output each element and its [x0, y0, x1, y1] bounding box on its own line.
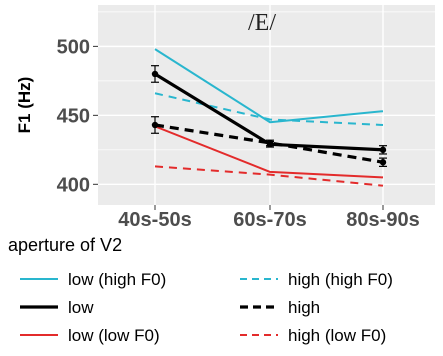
data-point-2-1	[266, 141, 274, 148]
legend-label-4: low (low F0)	[68, 326, 160, 345]
legend-label-3: high	[288, 298, 320, 317]
grid	[98, 5, 435, 205]
series-line-5	[154, 165, 384, 187]
plot-panel	[98, 5, 435, 205]
x-tick-label-0: 40s-50s	[118, 209, 191, 231]
legend-title: aperture of V2	[8, 235, 122, 255]
series-line-3	[154, 123, 384, 164]
x-axis-ticks: 40s-50s 60s-70s 80s-90s	[118, 205, 420, 231]
data-point-3-0	[151, 121, 159, 129]
legend-item-4: low (low F0)	[20, 326, 160, 345]
x-tick-label-2: 80s-90s	[346, 209, 419, 231]
series-line-1	[154, 92, 384, 126]
legend-label-0: low (high F0)	[68, 270, 166, 289]
legend-label-1: high (high F0)	[288, 270, 393, 289]
legend-item-2: low	[20, 298, 94, 317]
series-line-0	[154, 48, 384, 124]
chart-title: /E/	[248, 10, 276, 36]
y-axis-title: F1 (Hz)	[15, 77, 34, 134]
series-line-4	[154, 125, 384, 179]
legend-label-2: low	[68, 298, 94, 317]
data-point-2-0	[151, 70, 159, 78]
y-axis-ticks: 400 450 500	[57, 36, 98, 196]
y-tick-label-500: 500	[57, 36, 90, 58]
y-tick-label-450: 450	[57, 105, 90, 127]
legend-item-1: high (high F0)	[240, 270, 393, 289]
legend-item-3: high	[240, 298, 320, 317]
legend-label-5: high (low F0)	[288, 326, 386, 345]
data-point-2-2	[379, 146, 387, 154]
legend: low (high F0) high (high F0) low high low (l…	[20, 270, 393, 345]
data-point-3-2	[379, 159, 387, 166]
series-lines	[151, 48, 387, 187]
legend-item-5: high (low F0)	[240, 326, 386, 345]
legend-item-0: low (high F0)	[20, 270, 166, 289]
x-tick-label-1: 60s-70s	[233, 209, 306, 231]
y-tick-label-400: 400	[57, 174, 90, 196]
